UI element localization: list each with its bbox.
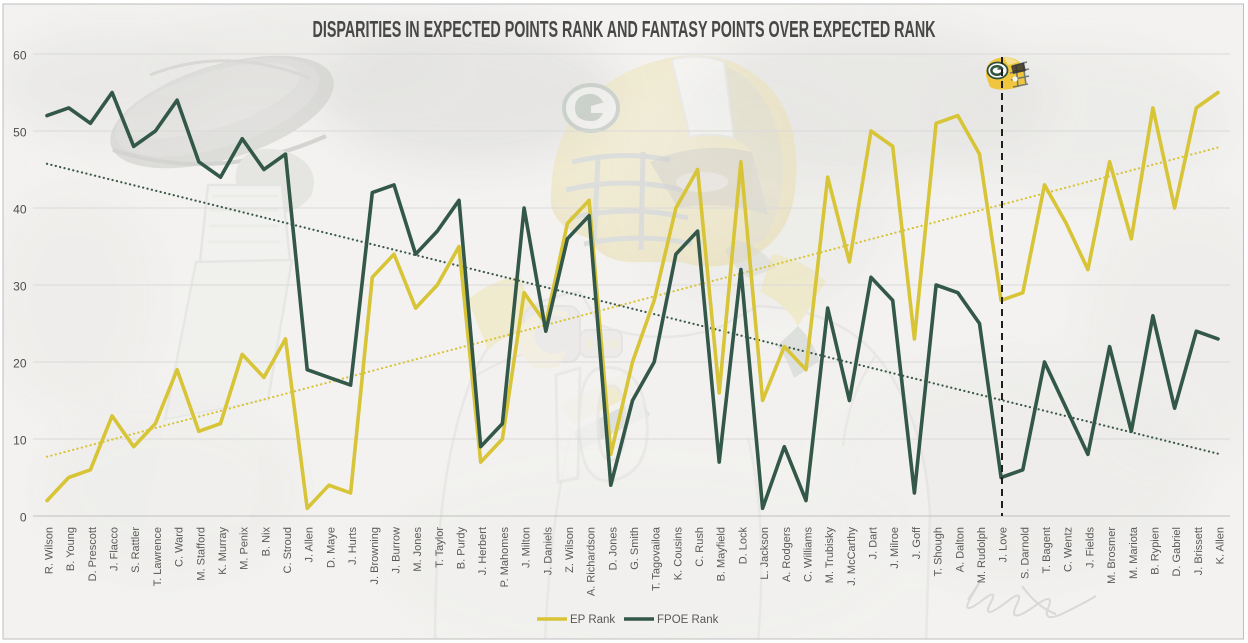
svg-text:T. Taylor: T. Taylor xyxy=(434,527,446,568)
svg-text:J. Milton: J. Milton xyxy=(521,527,533,568)
svg-text:S. Rattler: S. Rattler xyxy=(130,527,142,573)
svg-text:J. Allen: J. Allen xyxy=(304,527,316,562)
svg-text:T. Shough: T. Shough xyxy=(933,527,945,577)
svg-text:C. Rush: C. Rush xyxy=(694,527,706,567)
svg-text:K. Cousins: K. Cousins xyxy=(672,527,684,581)
svg-text:J. McCarthy: J. McCarthy xyxy=(846,527,858,586)
svg-text:B. Purdy: B. Purdy xyxy=(456,527,468,570)
svg-text:J. Herbert: J. Herbert xyxy=(477,527,489,575)
svg-text:K. Allen: K. Allen xyxy=(1215,527,1227,564)
svg-text:J. Fields: J. Fields xyxy=(1084,527,1096,568)
svg-text:R. Wilson: R. Wilson xyxy=(44,527,56,574)
svg-text:C. Stroud: C. Stroud xyxy=(282,527,294,573)
svg-text:50: 50 xyxy=(13,126,27,140)
svg-text:J. Browning: J. Browning xyxy=(369,527,381,584)
svg-text:D. Jones: D. Jones xyxy=(607,527,619,571)
svg-text:J. Brissett: J. Brissett xyxy=(1193,527,1205,575)
svg-text:C. Wentz: C. Wentz xyxy=(1063,527,1075,572)
svg-text:D. Maye: D. Maye xyxy=(325,527,337,568)
svg-text:C. Ward: C. Ward xyxy=(174,527,186,567)
svg-text:C. Williams: C. Williams xyxy=(803,527,815,582)
svg-text:M. Mariota: M. Mariota xyxy=(1128,526,1140,579)
svg-text:J. Burrow: J. Burrow xyxy=(391,527,403,574)
svg-text:20: 20 xyxy=(13,357,27,371)
svg-text:D. Lock: D. Lock xyxy=(737,527,749,565)
svg-text:J. Daniels: J. Daniels xyxy=(542,527,554,576)
svg-text:D. Prescott: D. Prescott xyxy=(87,527,99,581)
svg-text:Z. Wilson: Z. Wilson xyxy=(564,527,576,573)
svg-text:D. Gabriel: D. Gabriel xyxy=(1171,527,1183,577)
svg-text:J. Hurts: J. Hurts xyxy=(347,527,359,565)
svg-text:A. Rodgers: A. Rodgers xyxy=(781,527,793,583)
svg-text:G. Smith: G. Smith xyxy=(629,527,641,570)
svg-text:A. Richardson: A. Richardson xyxy=(586,527,598,596)
svg-text:40: 40 xyxy=(13,203,27,217)
svg-text:J. Flacco: J. Flacco xyxy=(109,527,121,571)
svg-text:B. Nix: B. Nix xyxy=(260,527,272,557)
svg-text:A. Dalton: A. Dalton xyxy=(954,527,966,572)
svg-text:P. Mahomes: P. Mahomes xyxy=(499,527,511,588)
svg-text:M. Jones: M. Jones xyxy=(412,527,424,572)
svg-text:10: 10 xyxy=(13,434,27,448)
svg-text:M. Penix: M. Penix xyxy=(239,527,251,570)
svg-text:FPOE Rank: FPOE Rank xyxy=(657,614,719,626)
svg-text:L. Jackson: L. Jackson xyxy=(759,527,771,580)
svg-text:J. Goff: J. Goff xyxy=(911,526,923,559)
svg-text:J. Dart: J. Dart xyxy=(868,527,880,559)
svg-text:M. Stafford: M. Stafford xyxy=(195,527,207,581)
svg-text:M. Rudolph: M. Rudolph xyxy=(976,527,988,583)
svg-text:J. Love: J. Love xyxy=(998,527,1010,562)
svg-text:K. Murray: K. Murray xyxy=(217,527,229,575)
svg-text:T. Lawrence: T. Lawrence xyxy=(152,527,164,586)
svg-text:M. Brosmer: M. Brosmer xyxy=(1106,527,1118,584)
svg-text:60: 60 xyxy=(13,49,27,63)
svg-text:30: 30 xyxy=(13,280,27,294)
svg-text:T. Tagovailoa: T. Tagovailoa xyxy=(651,526,663,591)
svg-text:S. Darnold: S. Darnold xyxy=(1019,527,1031,579)
svg-text:T. Bagent: T. Bagent xyxy=(1041,527,1053,573)
svg-text:M. Trubisky: M. Trubisky xyxy=(824,527,836,584)
svg-text:B. Young: B. Young xyxy=(65,527,77,571)
svg-text:B. Rypien: B. Rypien xyxy=(1149,527,1161,575)
svg-text:J. Milroe: J. Milroe xyxy=(889,527,901,569)
svg-text:B. Mayfield: B. Mayfield xyxy=(716,527,728,581)
svg-text:EP Rank: EP Rank xyxy=(570,614,615,626)
svg-text:DISPARITIES IN EXPECTED POINTS: DISPARITIES IN EXPECTED POINTS RANK AND … xyxy=(313,16,936,42)
svg-text:0: 0 xyxy=(20,511,27,525)
